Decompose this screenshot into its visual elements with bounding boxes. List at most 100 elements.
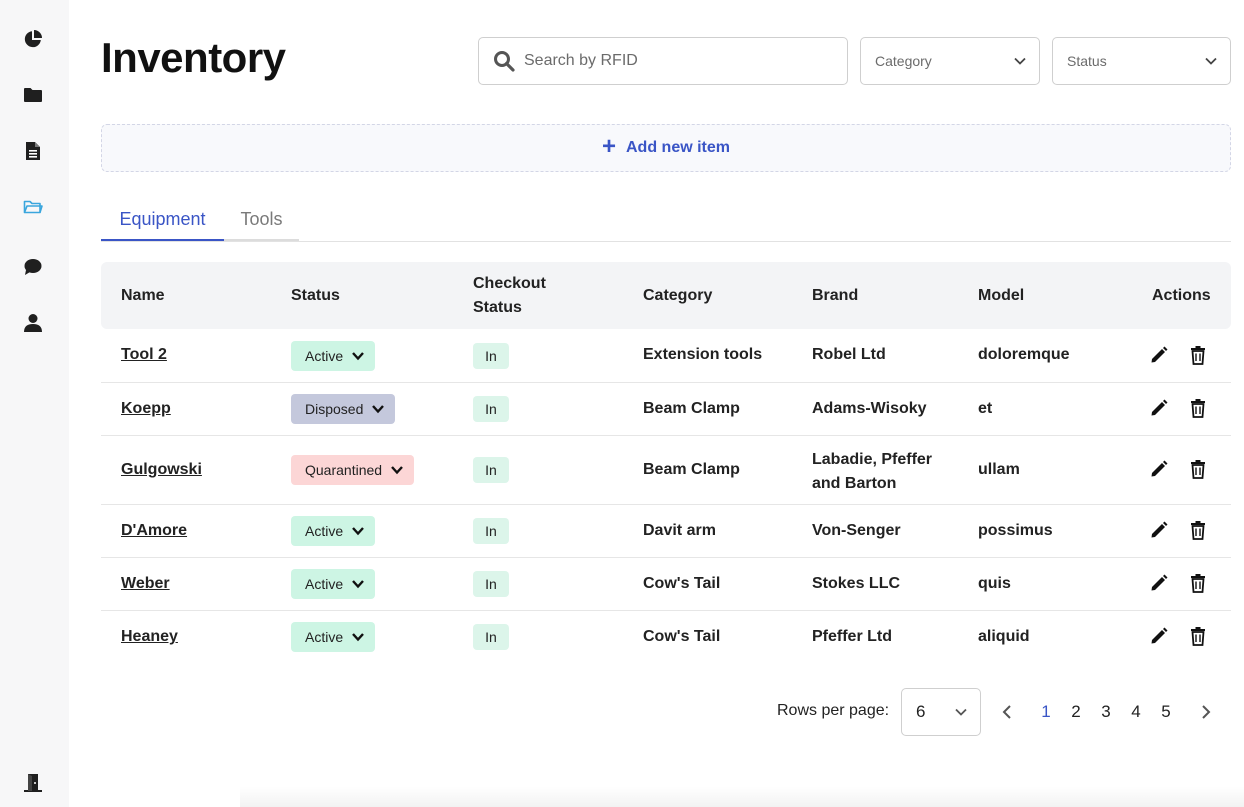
table-row: Weber Active In Cow's Tail Stokes LLC qu… [101, 558, 1231, 611]
status-dropdown[interactable]: Active [291, 341, 376, 371]
brand-cell: Robel Ltd [812, 346, 886, 363]
model-cell: possimus [978, 522, 1053, 539]
nav-dashboard-pie-chart-icon[interactable] [23, 29, 43, 49]
add-new-item-button[interactable]: + Add new item [101, 124, 1231, 172]
delete-trash-icon[interactable] [1188, 459, 1208, 479]
nav-user-icon[interactable] [23, 313, 43, 333]
checkout-status-badge: In [473, 396, 509, 422]
nav-chat-icon[interactable] [23, 257, 43, 277]
page-title: Inventory [101, 34, 286, 81]
checkout-status-badge: In [473, 624, 509, 650]
nav-folder-open-icon[interactable] [23, 197, 43, 217]
status-dropdown[interactable]: Active [291, 622, 376, 652]
chevron-down-icon [352, 580, 365, 589]
delete-trash-icon[interactable] [1188, 573, 1208, 593]
page-3-button[interactable]: 3 [1101, 702, 1111, 721]
model-cell: aliquid [978, 628, 1030, 645]
column-header-actions: Actions [1152, 287, 1211, 304]
tab-bar: Equipment Tools [101, 200, 1231, 242]
checkout-status-badge: In [473, 457, 509, 483]
category-cell: Beam Clamp [643, 400, 740, 417]
item-name-link[interactable]: D'Amore [121, 522, 188, 539]
column-header-model: Model [978, 287, 1025, 304]
checkout-status-badge: In [473, 343, 509, 369]
logout-door-exit-icon[interactable] [23, 773, 43, 793]
status-dropdown[interactable]: Active [291, 516, 376, 546]
next-page-chevron-right-icon[interactable] [1196, 700, 1216, 724]
add-new-item-label: Add new item [626, 139, 731, 156]
model-cell: doloremque [978, 346, 1070, 363]
chevron-down-icon [1014, 57, 1026, 65]
page-1-button[interactable]: 1 [1041, 702, 1051, 721]
chevron-down-icon [955, 708, 967, 716]
column-header-status: Status [291, 287, 340, 304]
page-5-button[interactable]: 5 [1161, 702, 1171, 721]
search-input[interactable] [524, 52, 824, 70]
edit-pencil-icon[interactable] [1149, 398, 1169, 418]
edit-pencil-icon[interactable] [1149, 459, 1169, 479]
table-row: Koepp Disposed In Beam Clamp Adams-Wisok… [101, 383, 1231, 436]
table-row: Tool 2 Active In Extension tools Robel L… [101, 329, 1231, 383]
edit-pencil-icon[interactable] [1149, 626, 1169, 646]
item-name-link[interactable]: Koepp [121, 400, 171, 417]
checkout-status-badge: In [473, 571, 509, 597]
tab-tools[interactable]: Tools [224, 200, 299, 241]
column-header-name: Name [121, 287, 165, 304]
search-box[interactable] [478, 37, 848, 85]
edit-pencil-icon[interactable] [1149, 345, 1169, 365]
table-row: D'Amore Active In Davit arm Von-Senger p… [101, 505, 1231, 558]
model-cell: et [978, 400, 993, 417]
category-cell: Davit arm [643, 522, 716, 539]
table-row: Heaney Active In Cow's Tail Pfeffer Ltd … [101, 611, 1231, 664]
status-select[interactable]: Status [1052, 37, 1231, 85]
brand-cell: Pfeffer Ltd [812, 628, 892, 645]
chevron-down-icon [1205, 57, 1217, 65]
chevron-down-icon [391, 466, 403, 475]
tab-equipment[interactable]: Equipment [101, 200, 224, 241]
delete-trash-icon[interactable] [1188, 345, 1208, 365]
column-header-category: Category [643, 287, 713, 304]
edit-pencil-icon[interactable] [1149, 520, 1169, 540]
item-name-link[interactable]: Tool 2 [121, 346, 167, 363]
table-row: Gulgowski Quarantined In Beam Clamp Laba… [101, 436, 1231, 505]
brand-cell: Adams-Wisoky [812, 400, 927, 417]
model-cell: quis [978, 575, 1011, 592]
sidebar [0, 0, 69, 807]
nav-folder-icon[interactable] [23, 85, 43, 105]
edit-pencil-icon[interactable] [1149, 573, 1169, 593]
column-header-brand: Brand [812, 287, 859, 304]
page-2-button[interactable]: 2 [1071, 702, 1081, 721]
bottom-shadow [240, 786, 1244, 807]
item-name-link[interactable]: Gulgowski [121, 461, 202, 478]
chevron-down-icon [352, 633, 365, 642]
table-header: Name Status Checkout Status Category Bra… [101, 262, 1231, 329]
status-select-placeholder: Status [1067, 53, 1107, 69]
search-icon [494, 51, 515, 72]
brand-cell: Labadie, Pfeffer and Barton [812, 451, 933, 492]
chevron-down-icon [352, 527, 365, 536]
column-header-checkout-status: Checkout Status [473, 275, 546, 316]
item-name-link[interactable]: Heaney [121, 628, 178, 645]
chevron-down-icon [372, 405, 385, 414]
checkout-status-badge: In [473, 518, 509, 544]
category-cell: Beam Clamp [643, 461, 740, 478]
chevron-down-icon [352, 352, 365, 361]
category-cell: Cow's Tail [643, 628, 721, 645]
category-select[interactable]: Category [860, 37, 1040, 85]
status-dropdown[interactable]: Active [291, 569, 376, 599]
previous-page-chevron-left-icon[interactable] [997, 700, 1017, 724]
status-dropdown[interactable]: Disposed [291, 394, 396, 424]
page-4-button[interactable]: 4 [1131, 702, 1141, 721]
plus-icon: + [601, 133, 616, 160]
delete-trash-icon[interactable] [1188, 626, 1208, 646]
brand-cell: Stokes LLC [812, 575, 901, 592]
rows-per-page-value: 6 [916, 702, 926, 721]
item-name-link[interactable]: Weber [121, 575, 170, 592]
delete-trash-icon[interactable] [1188, 520, 1208, 540]
status-dropdown[interactable]: Quarantined [291, 455, 415, 485]
nav-document-icon[interactable] [23, 141, 43, 161]
brand-cell: Von-Senger [812, 522, 901, 539]
category-select-placeholder: Category [875, 53, 932, 69]
delete-trash-icon[interactable] [1188, 398, 1208, 418]
rows-per-page-select[interactable]: 6 [901, 688, 981, 736]
